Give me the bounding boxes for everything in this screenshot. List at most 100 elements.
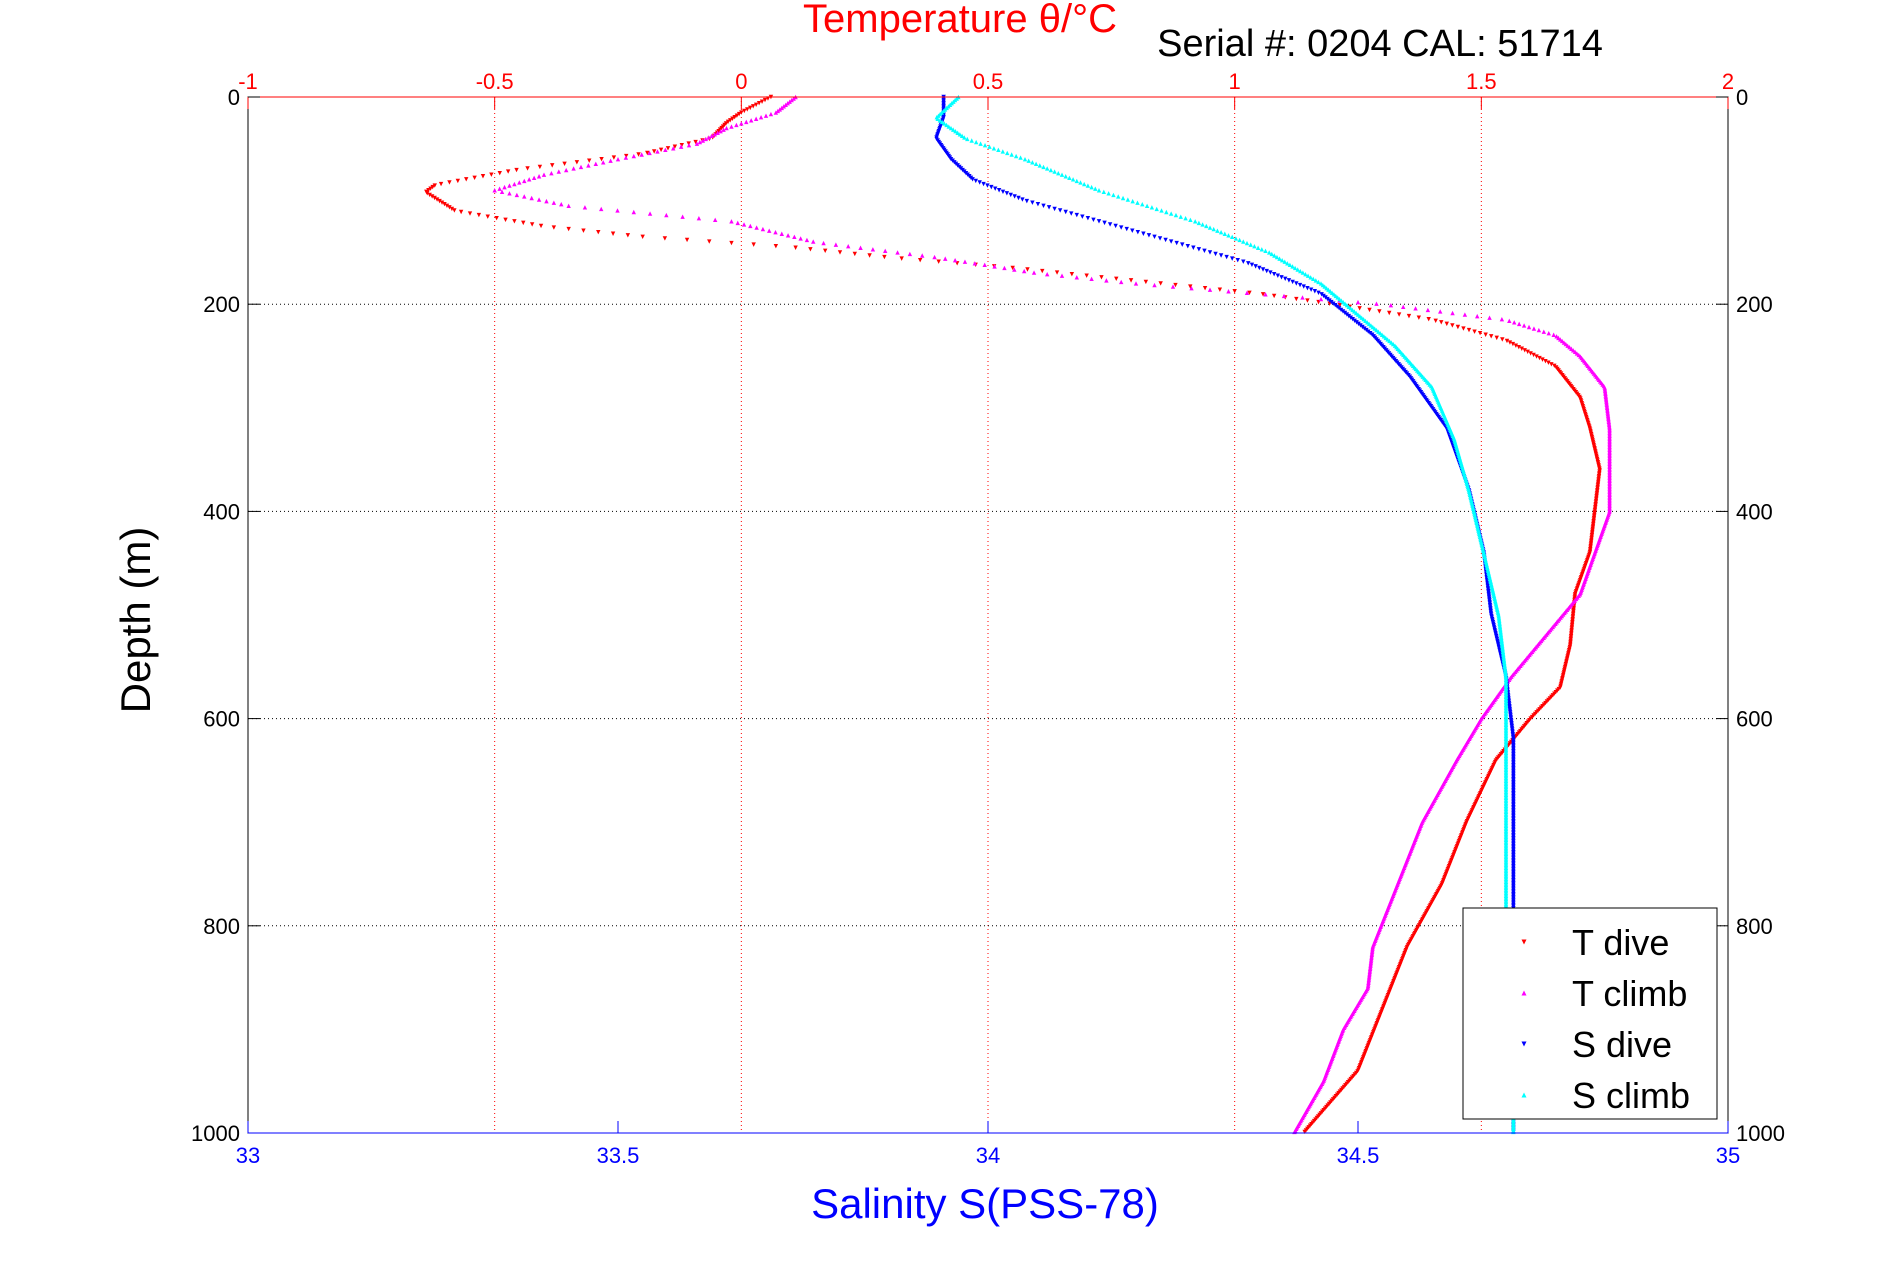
data-point <box>883 248 888 254</box>
data-point <box>1537 355 1542 361</box>
data-point <box>920 253 925 258</box>
data-point <box>1106 191 1111 196</box>
data-point <box>447 180 452 185</box>
data-point <box>464 177 469 182</box>
data-point <box>1202 248 1207 254</box>
data-point <box>1462 312 1468 317</box>
data-point <box>1141 231 1146 236</box>
data-point <box>1504 338 1510 344</box>
data-point <box>1135 200 1140 205</box>
data-point <box>728 118 733 123</box>
data-point <box>1483 332 1488 337</box>
data-point <box>787 99 792 104</box>
grid <box>248 97 1728 1133</box>
data-point <box>497 186 502 191</box>
data-point <box>1303 271 1308 277</box>
data-point <box>1543 358 1548 364</box>
data-point <box>895 250 900 255</box>
data-point <box>753 102 759 107</box>
data-point <box>1355 299 1361 305</box>
data-point <box>1164 209 1169 215</box>
data-point <box>564 167 569 173</box>
data-point <box>767 228 772 233</box>
data-point <box>1096 219 1102 224</box>
data-point <box>943 256 948 261</box>
y-tick-label-right: 0 <box>1736 85 1748 110</box>
data-point <box>1244 240 1250 246</box>
data-point <box>899 256 904 261</box>
data-point <box>1143 279 1149 285</box>
data-point <box>1499 317 1505 322</box>
data-point <box>981 181 986 187</box>
data-point <box>1308 287 1314 292</box>
y-tick-label-left: 600 <box>203 707 240 732</box>
data-point <box>1045 166 1050 171</box>
data-point <box>1052 169 1057 174</box>
y-tick-label-right: 600 <box>1736 707 1773 732</box>
data-point <box>1244 290 1250 296</box>
data-point <box>1450 310 1455 316</box>
data-point <box>1311 276 1316 282</box>
data-point <box>1124 226 1129 232</box>
data-point <box>1130 228 1135 233</box>
data-point <box>437 198 442 204</box>
data-point <box>1046 205 1052 210</box>
data-point <box>1113 223 1118 229</box>
data-point <box>748 105 753 111</box>
data-point <box>1546 360 1551 365</box>
series-s-climb <box>934 94 1516 1135</box>
data-point <box>1522 348 1527 353</box>
data-point <box>1292 265 1298 271</box>
data-point <box>792 234 797 240</box>
data-point <box>529 222 535 227</box>
y-tick-label-right: 400 <box>1736 499 1773 524</box>
data-point <box>1218 229 1224 235</box>
y-tick-label-left: 800 <box>203 914 240 939</box>
data-point <box>1191 245 1196 250</box>
y-tick-label-left: 1000 <box>191 1121 240 1146</box>
data-point <box>721 127 726 132</box>
legend-marker <box>1521 1092 1527 1098</box>
data-point <box>1444 321 1449 327</box>
data-point <box>1316 290 1321 296</box>
data-point <box>1026 158 1031 163</box>
data-point <box>1089 184 1094 190</box>
data-point <box>1232 289 1237 294</box>
data-point <box>538 223 544 229</box>
data-point <box>753 116 759 121</box>
data-point <box>1305 298 1310 303</box>
data-point <box>1534 354 1539 359</box>
data-point <box>1116 194 1121 199</box>
data-point <box>1388 303 1394 308</box>
data-point <box>1285 261 1290 266</box>
data-point <box>599 156 604 162</box>
data-point <box>1329 299 1334 305</box>
data-point <box>785 101 790 106</box>
legend-label: T dive <box>1572 922 1669 963</box>
data-point <box>615 156 621 162</box>
data-point <box>703 136 709 142</box>
data-point <box>1074 212 1079 218</box>
data-point <box>582 205 588 210</box>
data-point <box>678 144 684 149</box>
data-point <box>1271 271 1277 277</box>
data-point <box>773 229 778 235</box>
data-point <box>1130 198 1135 204</box>
data-point <box>1085 216 1091 221</box>
data-point <box>529 195 534 201</box>
data-point <box>1008 192 1013 198</box>
data-point <box>1487 315 1492 320</box>
data-point <box>432 183 437 188</box>
data-point <box>957 132 963 137</box>
data-point <box>1290 279 1295 285</box>
data-point <box>1084 273 1089 278</box>
data-point <box>996 147 1001 153</box>
data-point <box>1362 326 1367 331</box>
data-point <box>536 174 542 179</box>
data-point <box>1286 278 1292 283</box>
data-point <box>1119 279 1124 285</box>
legend: T dive T climb S dive S climb <box>1462 907 1718 1120</box>
data-point <box>948 125 954 131</box>
